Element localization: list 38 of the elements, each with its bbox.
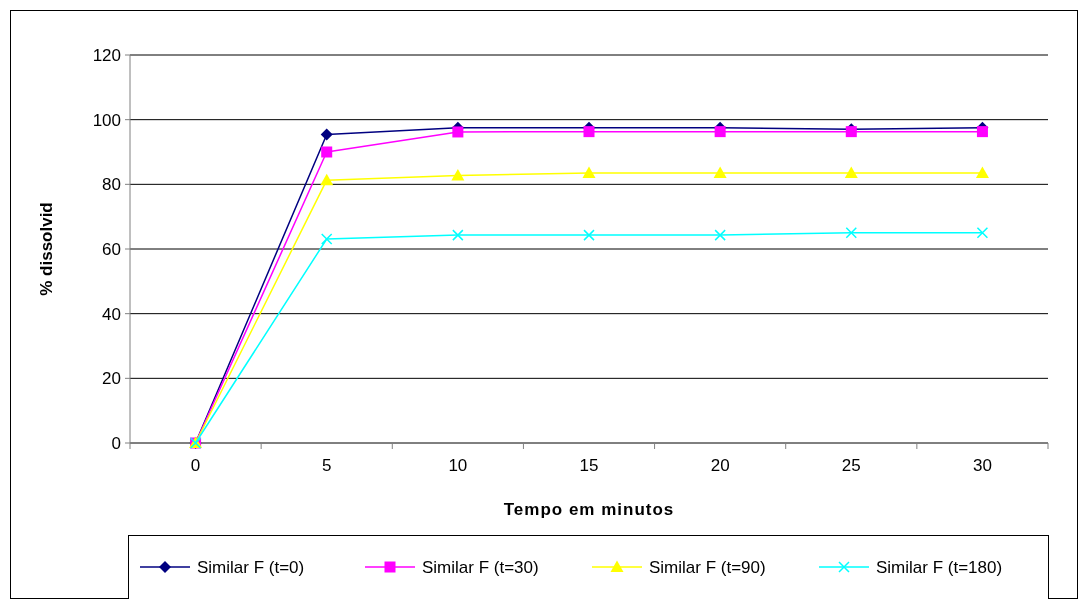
point <box>976 126 988 138</box>
x-tick-label: 5 <box>321 456 332 475</box>
point <box>976 227 989 239</box>
y-tick-label: 120 <box>92 45 121 65</box>
y-tick-label: 80 <box>102 175 121 195</box>
point <box>452 126 464 138</box>
point <box>452 229 464 241</box>
y-tick-label: 60 <box>102 239 121 259</box>
x-tick-label: 15 <box>579 456 599 475</box>
y-tick-label: 40 <box>102 304 121 324</box>
point <box>975 166 989 179</box>
legend-label: Similar F (t=90) <box>649 557 766 577</box>
point <box>845 227 858 239</box>
y-axis-title: % dissolvid <box>37 202 56 296</box>
point <box>320 233 333 245</box>
y-tick-label: 0 <box>111 433 121 453</box>
point <box>320 173 334 186</box>
point <box>583 126 595 138</box>
x-tick-label: 25 <box>841 456 861 475</box>
point <box>713 166 727 179</box>
legend-label: Similar F (t=30) <box>422 557 539 577</box>
point <box>714 126 726 138</box>
legend-label: Similar F (t=180) <box>876 557 1003 577</box>
point <box>583 229 595 241</box>
legend-label: Similar F (t=0) <box>197 557 305 577</box>
x-tick-label: 0 <box>190 456 201 475</box>
y-tick-label: 100 <box>92 110 121 130</box>
point <box>321 146 333 158</box>
x-tick-label: 10 <box>448 456 468 475</box>
point <box>714 229 726 241</box>
x-tick-label: 30 <box>972 456 992 475</box>
y-tick-label: 20 <box>102 369 121 389</box>
x-tick-label: 20 <box>710 456 730 475</box>
point <box>844 166 858 179</box>
point <box>451 169 465 181</box>
point <box>582 166 596 179</box>
x-axis-title: Tempo em minutos <box>503 500 675 519</box>
point <box>320 128 333 141</box>
